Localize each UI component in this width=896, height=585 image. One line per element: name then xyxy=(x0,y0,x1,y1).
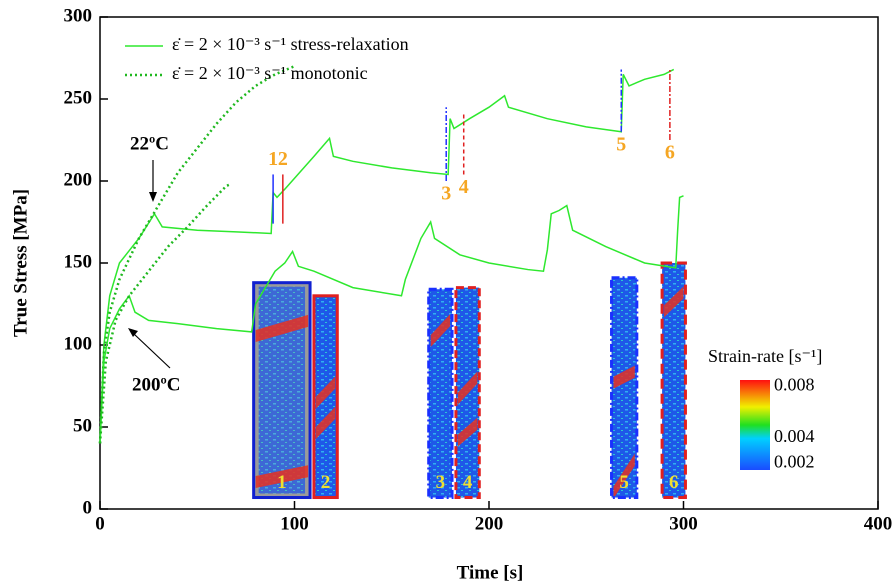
event-label: 3 xyxy=(441,183,451,205)
x-tick-label: 100 xyxy=(280,513,309,534)
event-label: 1 xyxy=(268,148,278,170)
x-tick-label: 0 xyxy=(95,513,105,534)
strain-band xyxy=(457,371,478,405)
legend-label: ε̇ = 2 × 10⁻³ s⁻¹ monotonic xyxy=(172,63,368,83)
dic-label: 5 xyxy=(619,472,629,493)
x-tick-label: 400 xyxy=(864,513,893,534)
y-tick-label: 250 xyxy=(64,87,93,108)
y-tick-label: 150 xyxy=(64,251,93,272)
colorbar-tick-label: 0.008 xyxy=(774,375,815,395)
event-label: 4 xyxy=(459,176,469,198)
strain-band xyxy=(315,406,336,439)
event-label: 6 xyxy=(665,142,675,164)
colorbar xyxy=(740,380,770,470)
arrowhead xyxy=(149,192,157,202)
event-label: 5 xyxy=(616,133,626,155)
line-series xyxy=(99,68,675,444)
strain-band xyxy=(664,286,684,318)
strain-band xyxy=(613,365,635,389)
strain-band xyxy=(255,314,309,342)
strain-band xyxy=(255,465,309,489)
line-series xyxy=(98,65,295,444)
dic-map xyxy=(258,286,306,494)
dic-label: 1 xyxy=(277,472,287,493)
y-tick-label: 300 xyxy=(64,5,93,26)
dic-label: 6 xyxy=(669,472,679,493)
dic-map xyxy=(662,263,686,498)
x-axis-label: Time [s] xyxy=(457,562,524,583)
dic-frame xyxy=(610,276,639,500)
legend-label: ε̇ = 2 × 10⁻³ s⁻¹ stress-relaxation xyxy=(172,34,409,54)
annotation: 22ºC xyxy=(130,133,169,154)
strain-band xyxy=(315,376,336,409)
y-tick-label: 0 xyxy=(83,497,93,518)
line-series xyxy=(99,195,684,444)
x-tick-label: 200 xyxy=(475,513,504,534)
colorbar-tick-label: 0.004 xyxy=(774,426,815,446)
event-label: 2 xyxy=(278,148,288,170)
y-tick-label: 200 xyxy=(64,169,93,190)
dic-label: 4 xyxy=(463,472,473,493)
arrowhead xyxy=(128,328,138,337)
strain-band xyxy=(430,314,451,348)
annotation: 200ºC xyxy=(132,374,181,395)
strain-band xyxy=(457,417,478,447)
dic-frame xyxy=(312,294,339,500)
dic-frame xyxy=(252,281,312,500)
dic-frame xyxy=(427,287,454,500)
y-tick-label: 100 xyxy=(64,333,93,354)
dic-label: 3 xyxy=(436,472,446,493)
annotation-arrow xyxy=(133,333,171,369)
dic-label: 2 xyxy=(321,472,331,493)
y-tick-label: 50 xyxy=(73,415,92,436)
strain-band xyxy=(613,453,635,499)
colorbar-tick-label: 0.002 xyxy=(774,452,815,472)
dic-frame xyxy=(660,261,687,500)
line-series xyxy=(98,183,231,444)
colorbar-title: Strain-rate [s⁻¹] xyxy=(708,346,822,366)
y-axis-label: True Stress [MPa] xyxy=(10,189,31,337)
x-tick-label: 300 xyxy=(669,513,698,534)
dic-frame xyxy=(454,286,481,500)
